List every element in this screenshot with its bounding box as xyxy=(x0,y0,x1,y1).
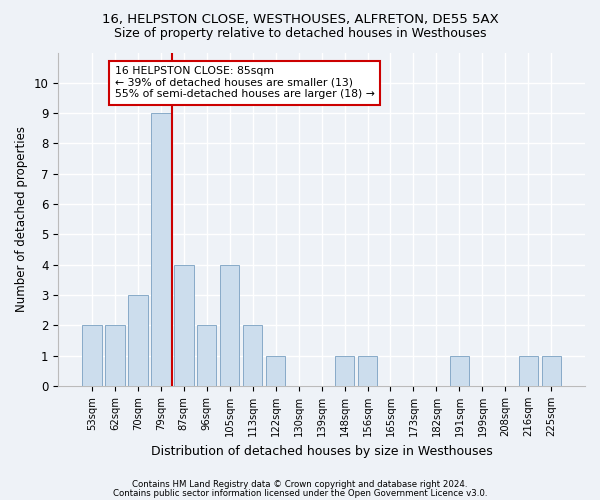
Bar xyxy=(174,265,194,386)
Bar xyxy=(335,356,355,386)
Bar xyxy=(82,326,101,386)
Bar xyxy=(542,356,561,386)
Bar xyxy=(197,326,217,386)
Text: Contains public sector information licensed under the Open Government Licence v3: Contains public sector information licen… xyxy=(113,489,487,498)
Text: 16 HELPSTON CLOSE: 85sqm
← 39% of detached houses are smaller (13)
55% of semi-d: 16 HELPSTON CLOSE: 85sqm ← 39% of detach… xyxy=(115,66,375,100)
Bar xyxy=(105,326,125,386)
X-axis label: Distribution of detached houses by size in Westhouses: Distribution of detached houses by size … xyxy=(151,444,493,458)
Bar xyxy=(358,356,377,386)
Bar xyxy=(220,265,239,386)
Text: 16, HELPSTON CLOSE, WESTHOUSES, ALFRETON, DE55 5AX: 16, HELPSTON CLOSE, WESTHOUSES, ALFRETON… xyxy=(101,12,499,26)
Bar xyxy=(449,356,469,386)
Bar xyxy=(266,356,286,386)
Text: Contains HM Land Registry data © Crown copyright and database right 2024.: Contains HM Land Registry data © Crown c… xyxy=(132,480,468,489)
Text: Size of property relative to detached houses in Westhouses: Size of property relative to detached ho… xyxy=(114,28,486,40)
Bar xyxy=(243,326,262,386)
Bar xyxy=(518,356,538,386)
Bar xyxy=(151,113,170,386)
Y-axis label: Number of detached properties: Number of detached properties xyxy=(15,126,28,312)
Bar xyxy=(128,295,148,386)
